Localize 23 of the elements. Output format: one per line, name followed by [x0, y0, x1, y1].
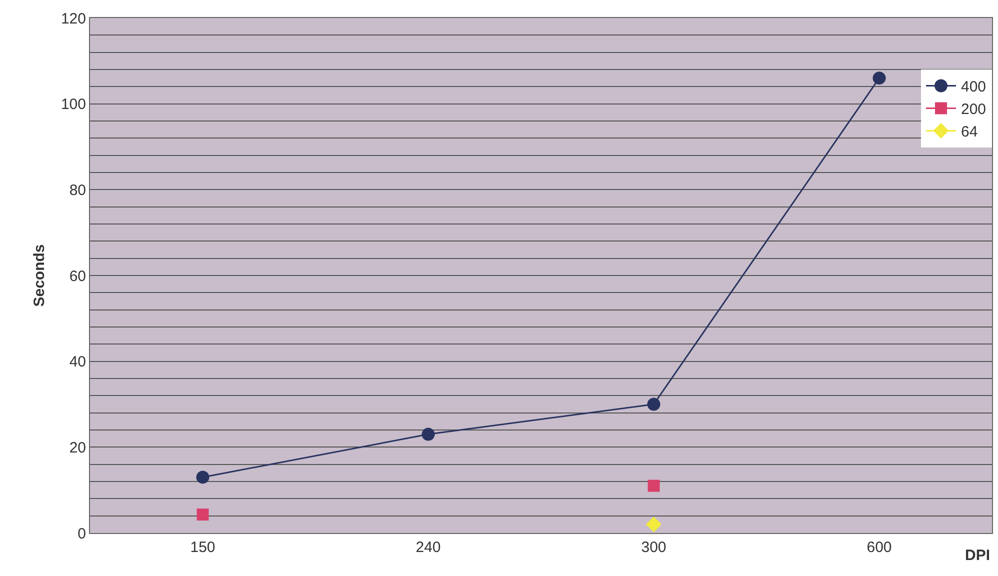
legend-label: 64	[961, 124, 978, 141]
y-tick-label: 100	[60, 96, 86, 114]
y-tick-label: 40	[69, 354, 86, 371]
y-tick-label: 80	[69, 182, 86, 199]
point	[422, 428, 435, 441]
legend-label: 200	[961, 101, 986, 118]
point	[872, 72, 886, 85]
point	[646, 516, 662, 532]
x-tick-label: 150	[190, 539, 216, 556]
legend-label: 400	[961, 78, 986, 96]
point	[196, 508, 209, 521]
y-tick-label: 60	[69, 268, 86, 285]
x-tick-label: 300	[641, 539, 666, 556]
x-tick-label: 240	[416, 539, 441, 556]
point	[648, 480, 660, 492]
y-tick-label: 0	[78, 525, 86, 542]
x-axis-title: DPI	[965, 547, 990, 564]
point	[196, 470, 210, 484]
x-tick-label: 600	[866, 539, 892, 556]
y-axis-title: Seconds	[31, 244, 48, 307]
y-tick-label: 120	[60, 10, 86, 28]
y-tick-label: 20	[69, 439, 86, 456]
point	[647, 398, 660, 411]
